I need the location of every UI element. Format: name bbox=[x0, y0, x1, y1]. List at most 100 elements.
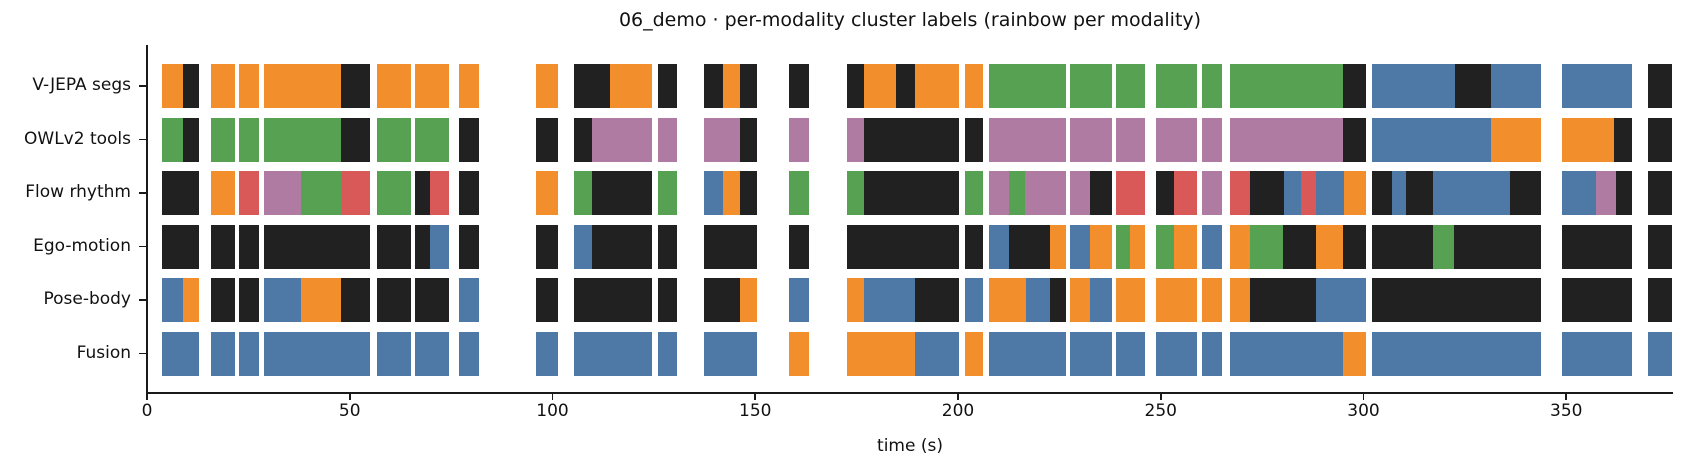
timeline-segment bbox=[535, 331, 558, 376]
x-tick-label: 200 bbox=[941, 401, 975, 421]
timeline-segment bbox=[846, 117, 865, 162]
timeline-segment bbox=[788, 278, 809, 322]
timeline-segment bbox=[989, 331, 1067, 376]
x-tick-mark bbox=[957, 393, 959, 400]
timeline-segment bbox=[846, 278, 865, 322]
timeline-segment bbox=[1490, 64, 1542, 108]
timeline-segment bbox=[1455, 64, 1491, 108]
timeline-segment bbox=[210, 331, 235, 376]
timeline-segment bbox=[964, 171, 984, 215]
timeline-segment bbox=[1173, 171, 1198, 215]
timeline-segment bbox=[864, 64, 896, 108]
timeline-segment bbox=[263, 224, 371, 269]
timeline-segment bbox=[788, 117, 809, 162]
timeline-segment bbox=[1116, 224, 1131, 269]
timeline-segment bbox=[704, 117, 741, 162]
timeline-segment bbox=[723, 171, 741, 215]
timeline-segment bbox=[1596, 171, 1617, 215]
timeline-segment bbox=[458, 331, 480, 376]
timeline-segment bbox=[376, 171, 411, 215]
timeline-segment bbox=[1372, 278, 1542, 322]
timeline-segment bbox=[1070, 331, 1112, 376]
timeline-segment bbox=[704, 64, 724, 108]
timeline-segment bbox=[1070, 117, 1112, 162]
timeline-segment bbox=[301, 278, 341, 322]
y-tick-mark bbox=[139, 245, 146, 248]
timeline-segment bbox=[1202, 278, 1222, 322]
timeline-segment bbox=[161, 171, 199, 215]
timeline-segment bbox=[376, 224, 411, 269]
timeline-segment bbox=[1316, 278, 1366, 322]
timeline-segment bbox=[592, 224, 653, 269]
timeline-segment bbox=[301, 171, 341, 215]
timeline-segment bbox=[573, 64, 611, 108]
timeline-segment bbox=[1009, 224, 1050, 269]
timeline-segment bbox=[1049, 278, 1067, 322]
timeline-segment bbox=[846, 331, 915, 376]
timeline-segment bbox=[1561, 171, 1597, 215]
x-tick-label: 150 bbox=[739, 401, 772, 421]
timeline-segment bbox=[1070, 224, 1090, 269]
timeline-segment bbox=[846, 171, 865, 215]
timeline-segment bbox=[1156, 171, 1174, 215]
timeline-segment bbox=[1156, 64, 1198, 108]
timeline-segment bbox=[535, 171, 558, 215]
timeline-segment bbox=[1009, 171, 1026, 215]
timeline-segment bbox=[183, 117, 199, 162]
timeline-segment bbox=[239, 117, 260, 162]
timeline-segment bbox=[1490, 117, 1542, 162]
timeline-segment bbox=[340, 117, 371, 162]
timeline-segment bbox=[788, 224, 809, 269]
timeline-segment bbox=[458, 278, 480, 322]
timeline-segment bbox=[1509, 171, 1542, 215]
timeline-segment bbox=[1406, 171, 1434, 215]
timeline-segment bbox=[430, 171, 450, 215]
row-label: Ego-motion bbox=[33, 235, 131, 256]
timeline-segment bbox=[458, 117, 480, 162]
timeline-segment bbox=[1156, 278, 1198, 322]
timeline-segment bbox=[1648, 224, 1672, 269]
timeline-segment bbox=[1561, 64, 1632, 108]
timeline-segment bbox=[964, 278, 984, 322]
timeline-segment bbox=[1116, 331, 1145, 376]
timeline-segment bbox=[1130, 224, 1145, 269]
x-tick-label: 0 bbox=[141, 401, 153, 421]
timeline-segment bbox=[573, 278, 653, 322]
timeline-segment bbox=[263, 171, 302, 215]
timeline-segment bbox=[1372, 224, 1434, 269]
timeline-segment bbox=[1116, 171, 1145, 215]
timeline-segment bbox=[573, 224, 593, 269]
y-axis-spine bbox=[146, 45, 148, 393]
timeline-segment bbox=[1156, 331, 1198, 376]
timeline-segment bbox=[1250, 278, 1317, 322]
timeline-segment bbox=[1202, 117, 1222, 162]
timeline-segment bbox=[183, 64, 199, 108]
timeline-segment bbox=[1561, 331, 1632, 376]
timeline-segment bbox=[458, 224, 480, 269]
timeline-segment bbox=[1282, 224, 1317, 269]
timeline-segment bbox=[592, 117, 653, 162]
row-label: V-JEPA segs bbox=[32, 75, 131, 95]
timeline-segment bbox=[535, 64, 558, 108]
timeline-segment bbox=[376, 278, 411, 322]
y-tick-mark bbox=[139, 299, 146, 301]
timeline-segment bbox=[1433, 224, 1454, 269]
timeline-segment bbox=[1202, 171, 1222, 215]
timeline-segment bbox=[415, 278, 450, 322]
y-tick-mark bbox=[139, 138, 146, 141]
x-axis-label: time (s) bbox=[877, 436, 943, 456]
timeline-segment bbox=[657, 64, 678, 108]
y-tick-mark bbox=[139, 352, 146, 355]
timeline-segment bbox=[239, 331, 260, 376]
timeline-segment bbox=[161, 117, 184, 162]
row-label: Pose-body bbox=[43, 289, 131, 309]
timeline-segment bbox=[846, 224, 959, 269]
timeline-segment bbox=[1049, 224, 1067, 269]
timeline-segment bbox=[1316, 171, 1345, 215]
x-tick-mark bbox=[754, 393, 757, 400]
timeline-segment bbox=[1230, 224, 1251, 269]
timeline-segment bbox=[210, 224, 235, 269]
timeline-segment bbox=[1230, 331, 1343, 376]
timeline-segment bbox=[1250, 224, 1283, 269]
